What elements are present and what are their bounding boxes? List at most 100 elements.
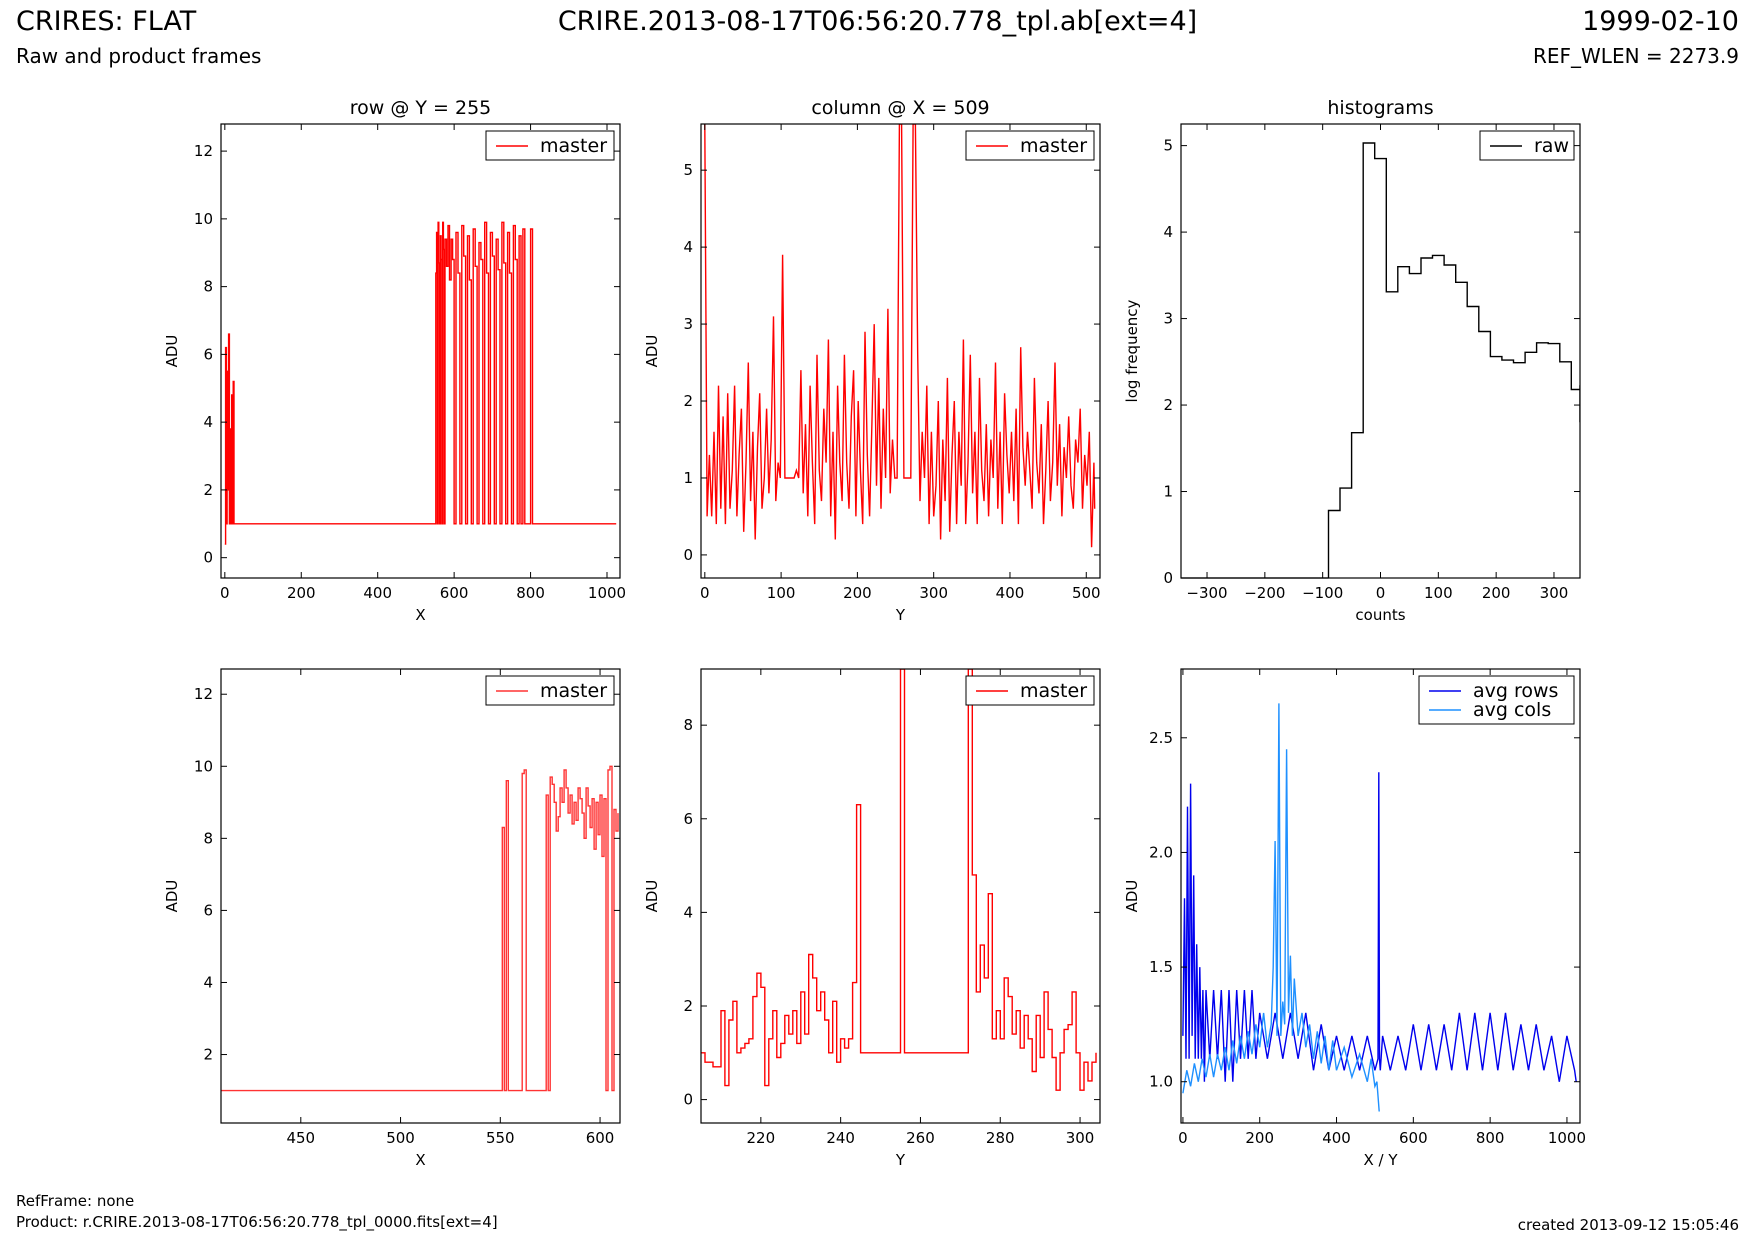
- y-tick-label: 5: [1163, 137, 1173, 155]
- y-tick-label: 2: [203, 1046, 213, 1064]
- y-axis-label: log frequency: [1123, 299, 1141, 402]
- series-line-master: [221, 765, 619, 1092]
- y-axis-label: ADU: [163, 880, 181, 913]
- plot-6: 0 200 400 600 800 1000 1.0 1.5 2.0 2.5 X / Y ADU avg…: [1123, 668, 1586, 1169]
- y-axis-label: ADU: [643, 880, 661, 913]
- x-tick-label: 200: [1245, 1129, 1274, 1147]
- plot-title: row @ Y = 255: [350, 97, 492, 119]
- y-tick-label: 1: [683, 469, 693, 487]
- legend-label: avg rows: [1473, 680, 1558, 702]
- x-tick-label: 600: [586, 1129, 615, 1147]
- x-axis-label: counts: [1355, 606, 1405, 624]
- x-tick-label: 400: [363, 584, 392, 602]
- plot-3: −300 −200 −100 0 100 200 300 0 1 2 3 4 5 histograms co…: [1123, 97, 1581, 624]
- plot-4: 450 500 550 600 2 4 6 8 10 12 X ADU master: [163, 668, 621, 1169]
- x-tick-label: 300: [919, 584, 948, 602]
- y-tick-label: 2.0: [1149, 843, 1173, 861]
- x-tick-label: −300: [1186, 584, 1227, 602]
- y-tick-label: 2: [683, 997, 693, 1015]
- plot-1: 0 200 400 600 800 1000 0 2 4 6 8 10 12 row @ Y = 255 X…: [163, 97, 626, 624]
- legend: master: [965, 130, 1095, 161]
- created-label: created 2013-09-12 15:05:46: [1517, 1216, 1739, 1234]
- y-tick-label: 8: [203, 829, 213, 847]
- y-tick-label: 0: [683, 546, 693, 564]
- y-tick-label: 1: [1163, 483, 1173, 501]
- x-tick-label: 200: [1482, 584, 1511, 602]
- y-tick-label: 4: [203, 973, 213, 991]
- x-tick-label: 400: [1322, 1129, 1351, 1147]
- x-tick-label: 550: [486, 1129, 515, 1147]
- y-tick-label: 4: [683, 238, 693, 256]
- x-tick-label: 800: [1476, 1129, 1505, 1147]
- x-tick-label: 0: [1178, 1129, 1188, 1147]
- plot-frame: [220, 123, 621, 579]
- y-tick-label: 5: [683, 161, 693, 179]
- y-tick-label: 1.0: [1149, 1073, 1173, 1091]
- x-axis-label: Y: [895, 1151, 906, 1169]
- x-tick-label: 450: [286, 1129, 315, 1147]
- date-label: 1999-02-10: [1582, 6, 1739, 37]
- x-tick-label: 300: [1066, 1129, 1095, 1147]
- product-label: Product: r.CRIRE.2013-08-17T06:56:20.778…: [16, 1213, 498, 1231]
- x-tick-label: −100: [1302, 584, 1343, 602]
- y-tick-label: 0: [683, 1091, 693, 1109]
- x-axis-label: Y: [895, 606, 906, 624]
- x-tick-label: −200: [1244, 584, 1285, 602]
- x-axis-label: X / Y: [1363, 1151, 1398, 1169]
- y-axis-label: ADU: [643, 335, 661, 368]
- y-tick-label: 6: [683, 810, 693, 828]
- x-tick-label: 1000: [1548, 1129, 1586, 1147]
- file-title: CRIRE.2013-08-17T06:56:20.778_tpl.ab[ext…: [557, 6, 1198, 37]
- plot-frame: [700, 123, 1101, 579]
- legend-label: master: [1020, 680, 1087, 702]
- y-tick-label: 2: [683, 392, 693, 410]
- x-tick-label: 280: [986, 1129, 1015, 1147]
- x-tick-label: 200: [843, 584, 872, 602]
- legend-label: raw: [1534, 135, 1569, 157]
- y-tick-label: 0: [203, 549, 213, 567]
- plot-title: histograms: [1327, 97, 1433, 119]
- series-line-master: [701, 669, 1097, 1091]
- report-subtitle: Raw and product frames: [16, 44, 262, 68]
- y-tick-label: 10: [194, 210, 213, 228]
- legend: master: [485, 675, 615, 706]
- legend: master: [965, 675, 1095, 706]
- series-line-avg-cols: [1182, 703, 1380, 1112]
- x-axis-label: X: [415, 1151, 425, 1169]
- x-tick-label: 500: [386, 1129, 415, 1147]
- plot-5: 220 240 260 280 300 0 2 4 6 8 Y ADU master: [643, 668, 1101, 1169]
- y-tick-label: 6: [203, 345, 213, 363]
- y-tick-label: 3: [1163, 310, 1173, 328]
- x-tick-label: 200: [287, 584, 316, 602]
- y-tick-label: 4: [203, 413, 213, 431]
- series-line-master: [704, 124, 1096, 548]
- x-tick-label: 240: [826, 1129, 855, 1147]
- ref-wlen-label: REF_WLEN = 2273.9: [1532, 44, 1739, 68]
- x-tick-label: 100: [1424, 584, 1453, 602]
- x-axis-label: X: [415, 606, 425, 624]
- plot-frame: [1180, 123, 1581, 579]
- legend-label: avg cols: [1473, 699, 1551, 721]
- legend: master: [485, 130, 615, 161]
- y-tick-label: 2.5: [1149, 729, 1173, 747]
- y-tick-label: 10: [194, 757, 213, 775]
- legend-label: master: [540, 680, 607, 702]
- legend-label: master: [540, 135, 607, 157]
- x-tick-label: 1000: [588, 584, 626, 602]
- plot-frame: [1180, 668, 1581, 1124]
- x-tick-label: 0: [1376, 584, 1386, 602]
- y-tick-label: 6: [203, 901, 213, 919]
- x-tick-label: 0: [220, 584, 230, 602]
- y-tick-label: 4: [1163, 223, 1173, 241]
- y-tick-label: 2: [1163, 396, 1173, 414]
- legend-label: master: [1020, 135, 1087, 157]
- y-tick-label: 12: [194, 685, 213, 703]
- y-axis-label: ADU: [163, 335, 181, 368]
- x-tick-label: 400: [996, 584, 1025, 602]
- y-tick-label: 0: [1163, 569, 1173, 587]
- plot-frame: [220, 668, 621, 1124]
- y-axis-label: ADU: [1123, 880, 1141, 913]
- plot-frame: [700, 668, 1101, 1124]
